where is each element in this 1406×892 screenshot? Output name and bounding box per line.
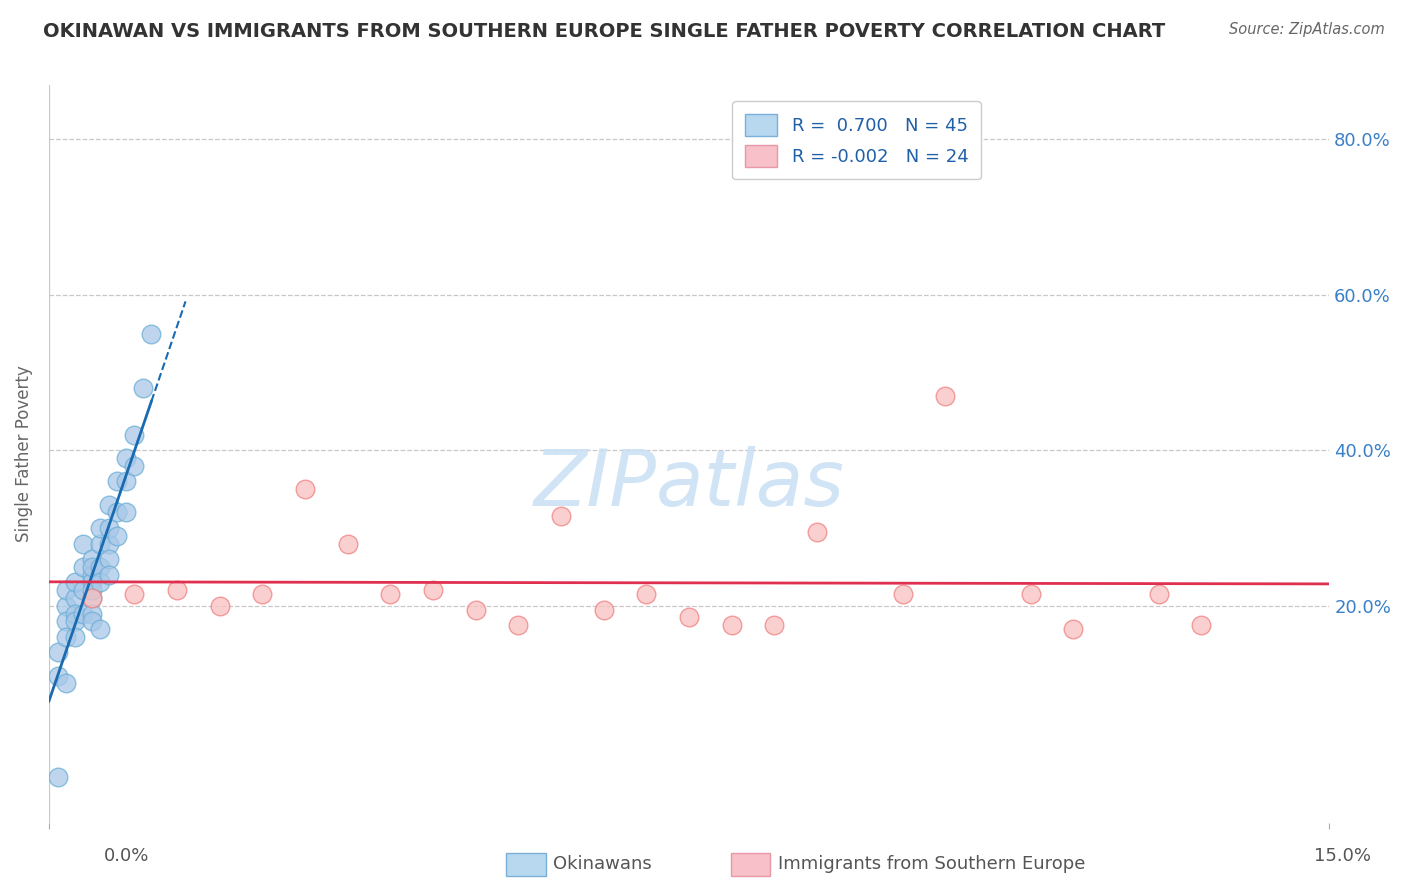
Point [80, 583, 103, 598]
Point [89, 575, 111, 590]
Point [166, 583, 188, 598]
Point [55, 630, 77, 644]
Point [105, 529, 128, 543]
Point [114, 450, 136, 465]
Text: Source: ZipAtlas.com: Source: ZipAtlas.com [1229, 22, 1385, 37]
Point [55, 676, 77, 690]
Point [63, 607, 86, 621]
Point [592, 602, 614, 616]
Y-axis label: Single Father Poverty: Single Father Poverty [15, 366, 32, 542]
Point [46, 645, 69, 659]
Point [63, 615, 86, 629]
Point [720, 618, 742, 632]
Point [97, 498, 120, 512]
Point [464, 602, 486, 616]
Point [72, 536, 94, 550]
Point [80, 575, 103, 590]
Point [46, 669, 69, 683]
Point [80, 567, 103, 582]
Point [105, 505, 128, 519]
Point [97, 521, 120, 535]
Point [124, 427, 146, 442]
Point [636, 587, 658, 601]
Point [89, 622, 111, 636]
Point [1019, 587, 1042, 601]
Text: OKINAWAN VS IMMIGRANTS FROM SOUTHERN EUROPE SINGLE FATHER POVERTY CORRELATION CH: OKINAWAN VS IMMIGRANTS FROM SOUTHERN EUR… [44, 22, 1166, 41]
Point [80, 552, 103, 566]
Text: Immigrants from Southern Europe: Immigrants from Southern Europe [778, 855, 1085, 873]
Point [763, 618, 786, 632]
Point [97, 536, 120, 550]
Point [80, 591, 103, 605]
Point [80, 607, 103, 621]
Point [141, 326, 163, 341]
Point [97, 567, 120, 582]
Point [63, 591, 86, 605]
Point [63, 630, 86, 644]
Point [336, 536, 359, 550]
Point [80, 591, 103, 605]
Point [55, 583, 77, 598]
Point [132, 381, 155, 395]
Text: Okinawans: Okinawans [553, 855, 651, 873]
Point [105, 475, 128, 489]
Point [508, 618, 530, 632]
Point [114, 505, 136, 519]
Point [46, 770, 69, 784]
Point [89, 521, 111, 535]
Point [806, 524, 828, 539]
Point [422, 583, 444, 598]
Legend: R =  0.700   N = 45, R = -0.002   N = 24: R = 0.700 N = 45, R = -0.002 N = 24 [733, 101, 981, 179]
Point [63, 575, 86, 590]
Point [55, 615, 77, 629]
Point [55, 599, 77, 613]
Point [124, 587, 146, 601]
Point [80, 615, 103, 629]
Point [72, 583, 94, 598]
Point [80, 559, 103, 574]
Point [97, 552, 120, 566]
Point [72, 559, 94, 574]
Point [1062, 622, 1084, 636]
Point [208, 599, 231, 613]
Point [294, 482, 316, 496]
Point [114, 475, 136, 489]
Point [550, 509, 572, 524]
Text: 0.0%: 0.0% [104, 847, 149, 865]
Point [252, 587, 274, 601]
Point [934, 389, 956, 403]
Text: 15.0%: 15.0% [1315, 847, 1371, 865]
Text: ZIPatlas: ZIPatlas [534, 446, 845, 522]
Point [1147, 587, 1170, 601]
Point [89, 559, 111, 574]
Point [1189, 618, 1212, 632]
Point [72, 607, 94, 621]
Point [124, 458, 146, 473]
Point [380, 587, 402, 601]
Point [891, 587, 914, 601]
Point [678, 610, 700, 624]
Point [89, 536, 111, 550]
